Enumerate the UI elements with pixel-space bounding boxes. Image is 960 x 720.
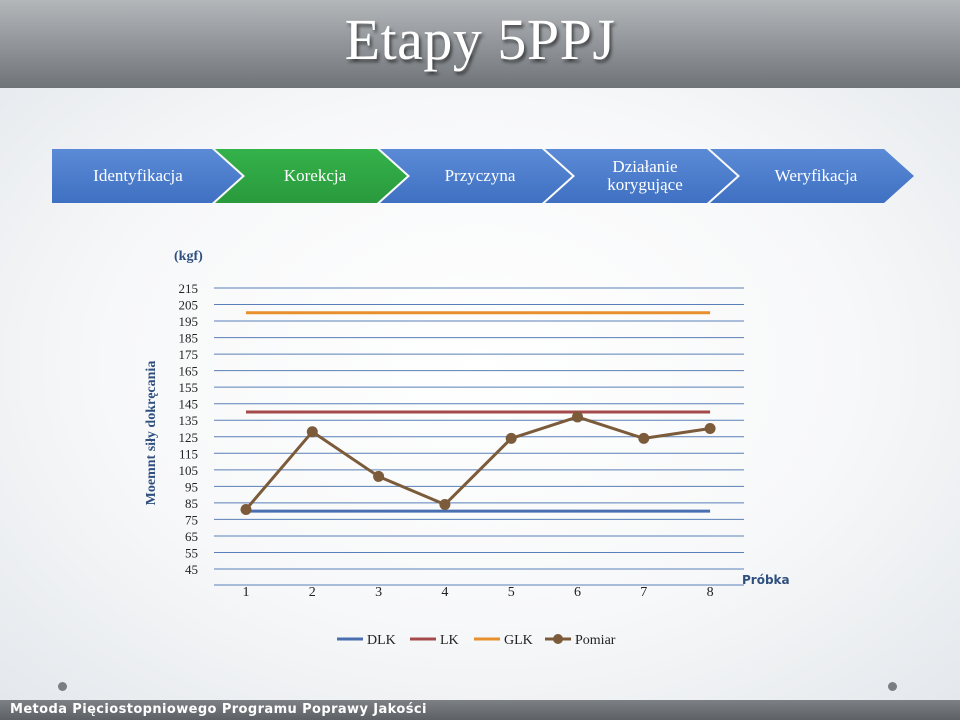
data-point-pomiar: [704, 423, 716, 434]
footer-text: Metoda Pięciostopniowego Programu Popraw…: [10, 702, 427, 717]
x-tick-label: 5: [508, 585, 515, 600]
y-tick-label: 155: [179, 380, 199, 395]
unit-label: (kgf): [174, 249, 203, 264]
y-tick-label: 165: [179, 364, 199, 379]
x-axis-title: Próbka: [742, 573, 790, 587]
nav-dot-left: [58, 682, 67, 691]
data-point-pomiar: [505, 432, 517, 444]
nav-dot-right: [888, 682, 897, 691]
x-tick-label: 4: [441, 585, 448, 600]
legend-label: LK: [440, 633, 459, 648]
x-tick-label: 3: [375, 585, 382, 600]
x-tick-label: 1: [243, 585, 250, 600]
data-point-pomiar: [306, 426, 318, 438]
x-tick-label: 8: [707, 585, 714, 600]
slide-title: Etapy 5PPJ: [344, 7, 616, 72]
data-point-pomiar: [572, 411, 583, 423]
data-point-pomiar: [240, 503, 252, 515]
y-tick-label: 205: [179, 298, 199, 313]
x-tick-label: 7: [640, 585, 647, 600]
data-point-pomiar: [439, 499, 451, 511]
y-tick-label: 175: [179, 347, 199, 362]
y-tick-label: 135: [179, 413, 199, 428]
y-tick-label: 65: [185, 529, 198, 544]
stage-label: Działanie korygujące: [607, 157, 683, 194]
stage-1: Identyfikacja: [52, 149, 242, 203]
stage-label: Przyczyna: [444, 166, 516, 185]
y-tick-label: 45: [185, 562, 198, 577]
stage-label: Korekcja: [283, 166, 347, 185]
series-line-pomiar: [244, 415, 711, 511]
y-tick-label: 105: [179, 463, 199, 478]
line-chart: 2152051951851751651551451351251151059585…: [144, 249, 790, 648]
y-tick-label: 95: [185, 479, 198, 494]
stage-5: Weryfikacja: [710, 149, 914, 203]
y-tick-label: 195: [179, 314, 199, 329]
x-tick-label: 6: [574, 585, 581, 600]
stage-label: Weryfikacja: [774, 166, 858, 185]
legend-label: GLK: [504, 633, 533, 648]
y-tick-label: 85: [185, 496, 198, 511]
data-point-pomiar: [638, 432, 650, 444]
y-tick-label: 75: [185, 512, 198, 527]
stage-4: Działanie korygujące: [545, 149, 737, 203]
y-tick-label: 145: [179, 397, 199, 412]
legend-label: Pomiar: [575, 633, 616, 648]
legend-marker: [553, 634, 563, 644]
y-tick-label: 215: [179, 281, 199, 296]
y-tick-label: 115: [179, 446, 198, 461]
y-tick-label: 55: [185, 545, 198, 560]
y-axis-title: Moemnt siły dokręcania: [144, 361, 159, 506]
stage-2: Korekcja: [215, 149, 407, 203]
footer-band: [0, 700, 960, 720]
stage-label: Identyfikacja: [93, 166, 183, 185]
x-tick-label: 2: [309, 585, 316, 600]
stage-3: Przyczyna: [380, 149, 572, 203]
title-band: [0, 0, 960, 88]
y-tick-label: 185: [179, 331, 199, 346]
y-tick-label: 125: [179, 430, 199, 445]
legend-label: DLK: [367, 633, 396, 648]
data-point-pomiar: [373, 470, 385, 482]
